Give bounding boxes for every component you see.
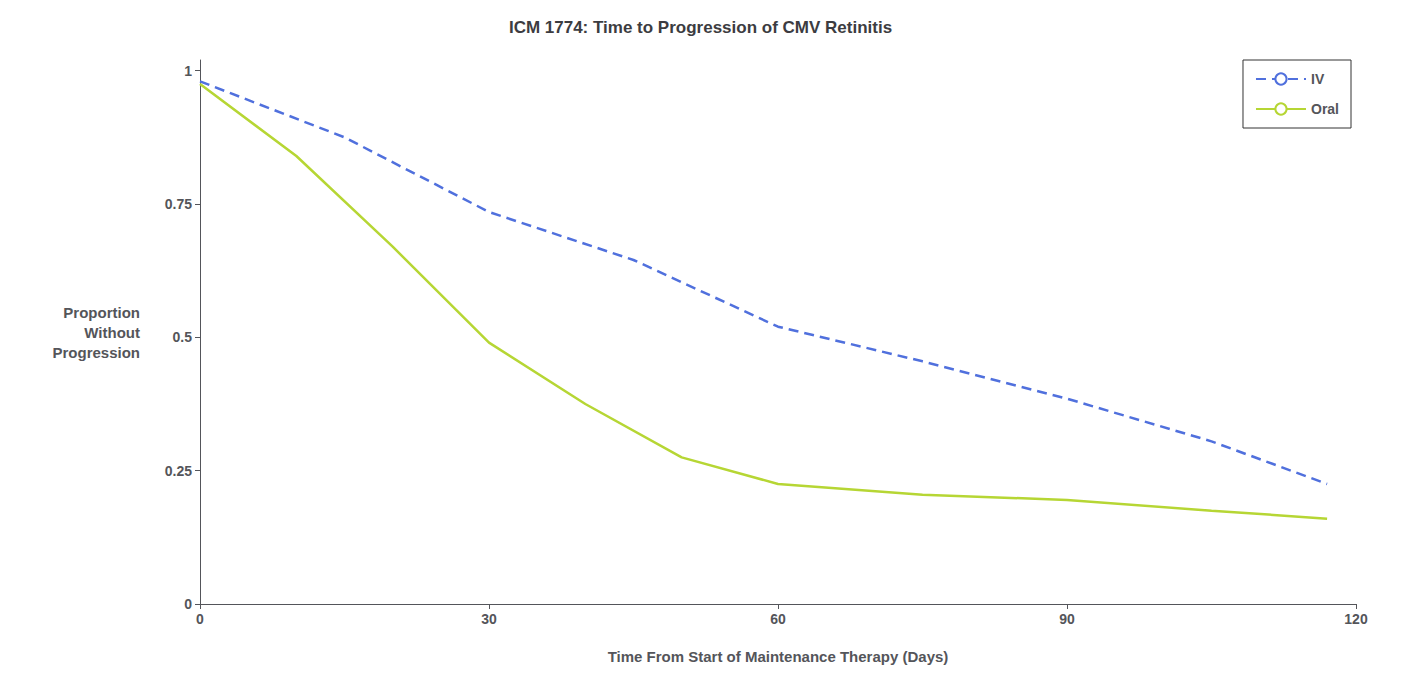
svg-text:Time From Start of Maintenance: Time From Start of Maintenance Therapy (… <box>608 648 949 665</box>
svg-text:0.5: 0.5 <box>173 329 193 345</box>
svg-text:ICM 1774: Time to Progression: ICM 1774: Time to Progression of CMV Ret… <box>509 18 892 37</box>
svg-text:Oral: Oral <box>1311 101 1339 117</box>
svg-text:0: 0 <box>196 611 204 627</box>
svg-text:0.25: 0.25 <box>165 463 192 479</box>
svg-text:IV: IV <box>1311 71 1325 87</box>
svg-text:30: 30 <box>481 611 497 627</box>
svg-text:0: 0 <box>184 596 192 612</box>
svg-text:1: 1 <box>184 63 192 79</box>
svg-text:0.75: 0.75 <box>165 196 192 212</box>
svg-text:Without: Without <box>84 324 140 341</box>
svg-text:60: 60 <box>770 611 786 627</box>
svg-text:90: 90 <box>1059 611 1075 627</box>
svg-text:Progression: Progression <box>52 344 140 361</box>
svg-text:Proportion: Proportion <box>63 304 140 321</box>
svg-text:120: 120 <box>1344 611 1368 627</box>
